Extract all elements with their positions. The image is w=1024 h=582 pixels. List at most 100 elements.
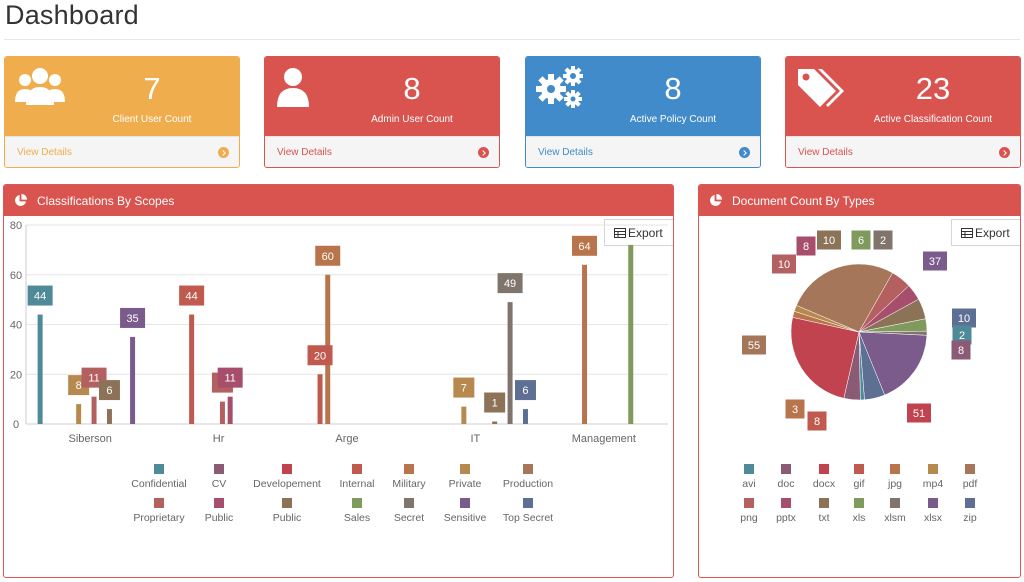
pie-label-box-jpg	[785, 399, 805, 419]
legend-label-xlsx: xlsx	[924, 512, 943, 524]
client-user-count-label: Client User Count	[112, 114, 192, 125]
title-divider	[4, 39, 1020, 40]
legend-swatch-production	[523, 464, 533, 474]
legend-label-docx: docx	[813, 478, 836, 490]
table-icon	[614, 228, 626, 238]
legend-label-txt: txt	[818, 512, 829, 524]
legend-swatch-doc	[781, 464, 791, 474]
legend-swatch-sensitive	[460, 498, 470, 508]
view-details-link[interactable]: View Details	[526, 136, 760, 167]
pie-label-doc: 8	[958, 345, 964, 357]
pie-label-png: 10	[778, 259, 790, 271]
legend-swatch-txt	[819, 498, 829, 508]
legend-label-top-secret: Top Secret	[503, 512, 553, 524]
admin-user-count-card: 8 Admin User Count View Details	[264, 56, 500, 168]
view-details-link[interactable]: View Details	[786, 136, 1020, 167]
legend-label-private: Private	[449, 478, 482, 490]
legend-label-xls: xls	[853, 512, 866, 524]
pie-chart-icon	[710, 194, 722, 206]
pie-label-box-png	[772, 254, 796, 274]
pie-label-avi: 2	[959, 330, 965, 342]
view-details-label: View Details	[538, 147, 593, 158]
bar-sales-management	[628, 244, 634, 424]
export-button[interactable]: Export	[951, 219, 1020, 246]
data-label: 20	[314, 350, 326, 362]
bar-proprietary-hr	[219, 401, 225, 424]
pie-label-jpg: 3	[792, 404, 798, 416]
data-label: 8	[76, 380, 82, 392]
bar-military-management	[582, 264, 588, 424]
pie-label-xlsx: 37	[929, 256, 941, 268]
export-label: Export	[975, 226, 1010, 240]
document-types-pie-chart: 37 10 2 8 51 3 8 55 10 8 10 6 2 avi doc docx gif jpg mp4 pd…	[740, 230, 977, 524]
view-details-label: View Details	[17, 147, 72, 158]
view-details-label: View Details	[277, 147, 332, 158]
active-classification-count-card: 23 Active Classification Count View Deta…	[785, 56, 1021, 168]
legend-label-zip: zip	[963, 512, 977, 524]
y-tick-label: 40	[10, 320, 22, 332]
card-header: 7 Client User Count	[5, 57, 239, 136]
bar-sensitive-siberson	[130, 336, 136, 424]
x-tick-label: IT	[471, 433, 481, 445]
pie-label-box-avi	[952, 325, 972, 345]
legend-swatch-military	[404, 464, 414, 474]
data-label-box	[307, 345, 333, 366]
pie-label-box-docx	[907, 403, 931, 423]
bar-top-secret-it	[522, 409, 528, 424]
view-details-link[interactable]: View Details	[265, 136, 499, 167]
legend-label-developement: Developement	[253, 478, 321, 490]
pie-label-box-pdf	[742, 335, 766, 355]
users-icon	[15, 68, 65, 105]
pie-label-box-xlsx	[923, 251, 947, 271]
export-button[interactable]: Export	[604, 219, 673, 246]
legend-swatch-mp4	[928, 464, 938, 474]
bar-public-it	[492, 421, 498, 424]
legend-label-cv: CV	[212, 478, 227, 490]
legend-swatch-xls	[854, 498, 864, 508]
legend-label-mp4: mp4	[923, 478, 944, 490]
legend-swatch-internal	[352, 464, 362, 474]
legend-swatch-xlsm	[890, 498, 900, 508]
legend-label-production: Production	[503, 478, 553, 490]
legend-label-doc: doc	[778, 478, 795, 490]
classifications-by-scopes-panel: Classifications By Scopes Export 0 20 40 60…	[3, 184, 674, 578]
view-details-label: View Details	[798, 147, 853, 158]
view-details-link[interactable]: View Details	[5, 136, 239, 167]
pie-slice-xlsx	[858, 331, 928, 396]
card-header: 23 Active Classification Count	[786, 57, 1020, 136]
pie-label-box-doc	[951, 340, 971, 360]
data-label: 6	[106, 385, 112, 397]
active-policy-count-label: Active Policy Count	[629, 114, 717, 125]
legend-swatch-pdf	[965, 464, 975, 474]
legend-label-sensitive: Sensitive	[444, 512, 487, 524]
active-classification-count-value: 23	[915, 71, 951, 106]
panel-header: Classifications By Scopes	[4, 185, 673, 216]
pie-label-xlsm: 2	[880, 235, 886, 247]
x-tick-label: Siberson	[68, 433, 111, 445]
bar-private-it	[461, 406, 467, 424]
admin-user-count-value: 8	[403, 71, 421, 106]
legend-swatch-public	[282, 498, 292, 508]
data-label: 35	[126, 313, 138, 325]
tags-icon	[798, 69, 844, 107]
gears-icon	[536, 66, 583, 108]
bar-confidential-siberson	[37, 314, 43, 424]
arrow-circle-right-icon	[999, 147, 1010, 158]
data-label-box	[98, 380, 120, 401]
legend-label-internal: Internal	[339, 478, 374, 490]
data-label: 11	[224, 373, 235, 385]
legend-label-sales: Sales	[344, 512, 370, 524]
legend-label-confidential: Confidential	[131, 478, 186, 490]
panel-title: Classifications By Scopes	[37, 194, 175, 208]
bar-internal-arge	[317, 374, 323, 424]
legend-label-xlsm: xlsm	[884, 512, 906, 524]
data-label-box	[315, 245, 341, 266]
legend-swatch-top-secret	[523, 498, 533, 508]
pie-label-box-zip	[952, 308, 976, 328]
legend-label-avi: avi	[742, 478, 755, 490]
legend-label-proprietary: Proprietary	[133, 512, 185, 524]
x-tick-label: Arge	[335, 433, 358, 445]
active-classification-count-label: Active Classification Count	[873, 114, 993, 125]
data-label: 44	[186, 291, 198, 303]
